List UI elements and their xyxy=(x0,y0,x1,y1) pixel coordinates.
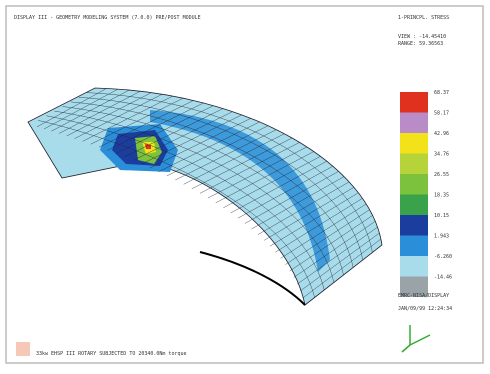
axis-triad xyxy=(401,325,431,353)
mesh-line xyxy=(78,97,363,261)
legend-label: -14.46 xyxy=(434,275,452,281)
legend-swatch xyxy=(400,215,428,236)
caption: 33kw EHSP III ROTARY SUBJECTED TO 20340.… xyxy=(36,351,187,357)
legend-swatch xyxy=(400,133,428,154)
legend-swatch xyxy=(400,194,428,215)
legend-label: 68.37 xyxy=(434,90,449,96)
legend-label: 10.15 xyxy=(434,213,449,219)
result-type: 1-PRINCPL. STRESS xyxy=(398,15,449,21)
legend-swatch xyxy=(400,92,428,113)
legend: 68.37 58.17 42.96 34.76 26.55 18.35 10.15 1.943… xyxy=(400,90,452,297)
mesh-line xyxy=(38,120,315,298)
legend-label: -6.260 xyxy=(434,254,452,260)
date: JAN/09/99 12:24:34 xyxy=(398,306,452,312)
legend-label: 18.35 xyxy=(434,193,449,199)
axis xyxy=(409,334,431,346)
legend-swatch xyxy=(400,276,428,297)
mesh-line xyxy=(46,115,325,291)
legend-swatch xyxy=(400,235,428,256)
legend-label: 58.17 xyxy=(434,111,449,117)
app-title: DISPLAY III - GEOMETRY MODELING SYSTEM (… xyxy=(14,15,201,21)
program-name: EMRC-NISA/DISPLAY xyxy=(398,293,449,299)
logo xyxy=(16,342,30,356)
edge xyxy=(199,251,306,306)
mesh-line xyxy=(54,110,335,283)
view-info: VIEW : -14.45410 xyxy=(398,34,446,40)
peak xyxy=(145,144,151,149)
legend-label: 34.76 xyxy=(434,152,449,158)
mesh-line xyxy=(70,101,354,268)
range-info: RANGE: 59.36563 xyxy=(398,41,443,47)
legend-label: 42.96 xyxy=(434,131,449,137)
legend-label: 1.943 xyxy=(434,234,449,240)
mesh-line xyxy=(86,92,373,253)
legend-swatch xyxy=(400,153,428,174)
mesh-line xyxy=(62,106,344,276)
stress-band xyxy=(150,110,330,272)
legend-swatch xyxy=(400,174,428,195)
axis xyxy=(401,344,411,353)
legend-label: 26.55 xyxy=(434,172,449,178)
legend-swatch xyxy=(400,112,428,133)
mesh-model xyxy=(27,87,383,306)
legend-swatch xyxy=(400,256,428,277)
